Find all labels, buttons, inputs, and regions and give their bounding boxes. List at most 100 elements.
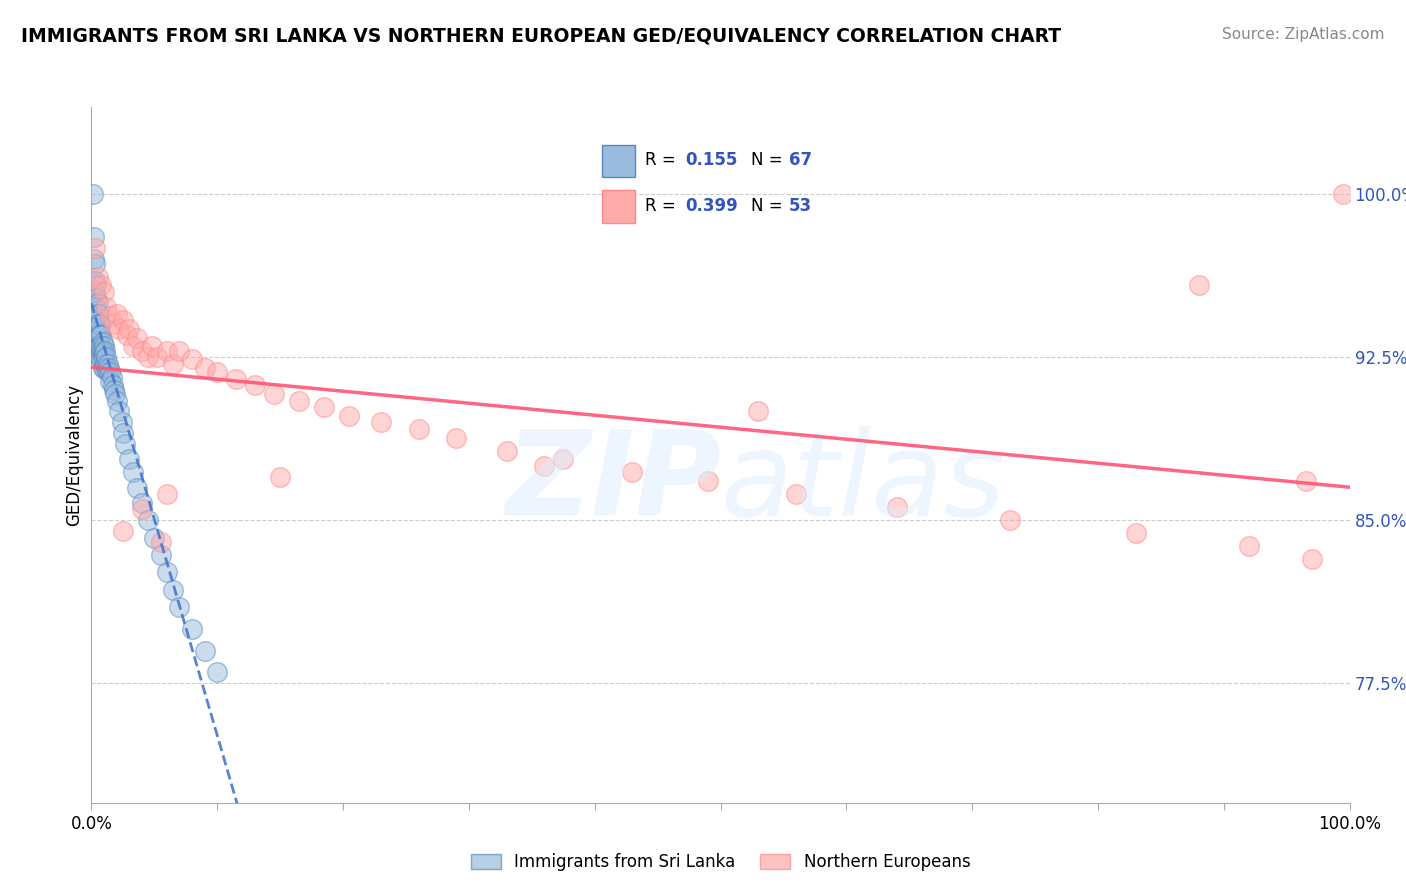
Point	[100, 369, 122, 384]
Point	[110, 415, 132, 429]
Point	[314, 400, 336, 414]
Point	[156, 566, 179, 580]
Point	[86, 291, 108, 305]
Point	[1301, 552, 1323, 566]
Point	[96, 300, 118, 314]
Text: Source: ZipAtlas.com: Source: ZipAtlas.com	[1222, 27, 1385, 42]
Text: IMMIGRANTS FROM SRI LANKA VS NORTHERN EUROPEAN GED/EQUIVALENCY CORRELATION CHART: IMMIGRANTS FROM SRI LANKA VS NORTHERN EU…	[21, 27, 1062, 45]
Point	[103, 318, 125, 332]
Legend: Immigrants from Sri Lanka, Northern Europeans: Immigrants from Sri Lanka, Northern Euro…	[464, 847, 977, 878]
Point	[131, 496, 153, 510]
Point	[169, 600, 191, 615]
Point	[408, 422, 430, 436]
Point	[337, 409, 360, 423]
Text: 67: 67	[789, 152, 811, 169]
Point	[108, 404, 131, 418]
Point	[1188, 278, 1211, 293]
Point	[91, 343, 114, 358]
Point	[111, 426, 134, 441]
Point	[131, 343, 153, 358]
Point	[90, 328, 112, 343]
Point	[181, 622, 204, 636]
Point	[194, 360, 217, 375]
Point	[89, 343, 111, 358]
Point	[785, 487, 807, 501]
Point	[98, 309, 121, 323]
Point	[105, 307, 128, 321]
Point	[89, 350, 111, 364]
Point	[495, 443, 517, 458]
Text: 53: 53	[789, 197, 811, 215]
Point	[96, 350, 118, 364]
Point	[533, 458, 555, 473]
Point	[84, 274, 107, 288]
Point	[86, 307, 108, 321]
Point	[96, 360, 118, 375]
Point	[86, 300, 108, 314]
Point	[621, 465, 644, 479]
Point	[93, 345, 115, 359]
Point	[90, 352, 112, 367]
Point	[156, 487, 179, 501]
Point	[169, 343, 191, 358]
Point	[86, 326, 108, 340]
Point	[108, 322, 131, 336]
Point	[269, 469, 291, 483]
Point	[93, 352, 115, 367]
Point	[370, 415, 392, 429]
Point	[1333, 187, 1355, 202]
Bar	[602, 190, 636, 222]
Text: 0.399: 0.399	[685, 197, 738, 215]
Point	[156, 343, 179, 358]
Point	[89, 318, 111, 332]
Point	[91, 350, 114, 364]
Point	[86, 313, 108, 327]
Point	[111, 313, 134, 327]
Point	[115, 328, 138, 343]
Point	[87, 307, 110, 321]
Point	[91, 334, 114, 349]
Y-axis label: GED/Equivalency: GED/Equivalency	[65, 384, 83, 526]
Point	[83, 252, 105, 267]
Text: R =: R =	[645, 152, 676, 169]
Point	[98, 365, 121, 379]
Point	[86, 278, 108, 293]
Text: N =: N =	[751, 197, 782, 215]
Point	[886, 500, 908, 514]
Point	[1237, 539, 1260, 553]
Point	[162, 582, 184, 597]
Point	[103, 383, 125, 397]
Point	[446, 430, 468, 444]
Point	[225, 372, 247, 386]
Point	[1295, 474, 1317, 488]
Point	[84, 241, 107, 255]
Point	[143, 531, 166, 545]
Point	[263, 387, 285, 401]
Point	[89, 328, 111, 343]
Point	[90, 343, 112, 358]
Point	[998, 513, 1021, 527]
Point	[181, 352, 204, 367]
Text: R =: R =	[645, 197, 676, 215]
Point	[194, 643, 217, 657]
Point	[697, 474, 720, 488]
Point	[1125, 526, 1147, 541]
Point	[82, 187, 104, 202]
Point	[118, 452, 141, 467]
Point	[747, 404, 769, 418]
Point	[105, 393, 128, 408]
Point	[84, 257, 107, 271]
Point	[122, 339, 145, 353]
Point	[149, 534, 172, 549]
Point	[98, 360, 121, 375]
Point	[87, 328, 110, 343]
Point	[146, 350, 169, 364]
Point	[97, 365, 120, 379]
Point	[87, 339, 110, 353]
Point	[94, 357, 117, 371]
Point	[136, 350, 159, 364]
Point	[93, 285, 115, 299]
Point	[86, 269, 108, 284]
Point	[136, 513, 159, 527]
Point	[125, 481, 148, 495]
